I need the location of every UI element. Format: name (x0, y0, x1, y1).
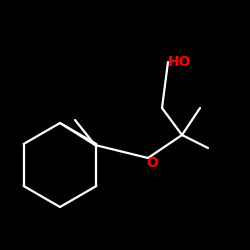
Text: HO: HO (168, 55, 192, 69)
Text: O: O (146, 156, 158, 170)
